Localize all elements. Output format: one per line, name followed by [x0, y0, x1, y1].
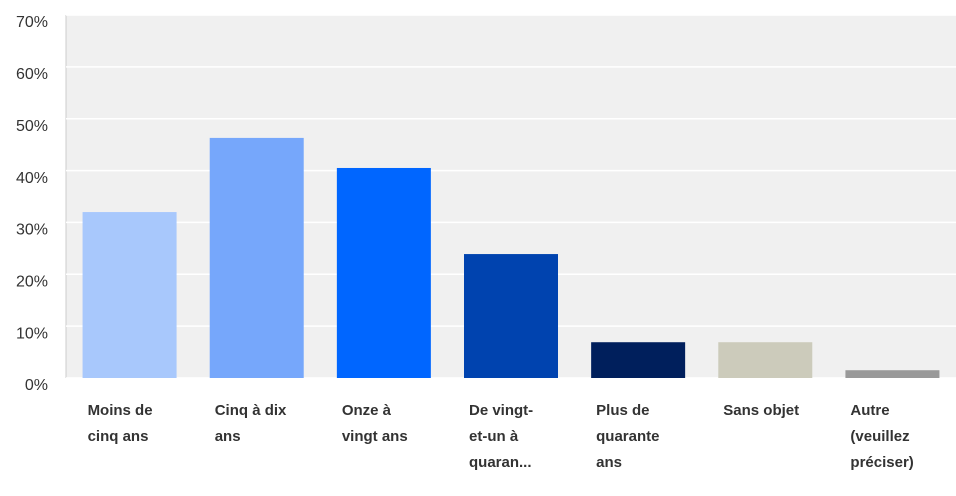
y-tick-label: 70% [16, 14, 48, 31]
bar [336, 167, 431, 378]
y-tick-label: 40% [16, 170, 48, 187]
bar [845, 370, 940, 378]
x-tick-label: Sans objet [723, 402, 800, 419]
x-tick-label: Autre (veuillez préciser) [850, 402, 914, 471]
x-tick-label: De vingt-et-un à quaran... [469, 402, 534, 471]
bar [718, 342, 813, 378]
y-tick-label: 30% [16, 222, 48, 239]
y-tick-label: 10% [16, 325, 48, 342]
x-tick-label: Moins de cinq ans [87, 402, 153, 445]
bar [82, 212, 177, 378]
bar [464, 254, 558, 378]
x-tick-label: Plus de quarante ans [596, 402, 660, 471]
bar [209, 137, 304, 378]
y-tick-label: 20% [16, 274, 48, 291]
y-tick-label: 60% [16, 66, 48, 83]
bar [591, 342, 686, 378]
x-tick-label: Onze à vingt ans [341, 402, 408, 445]
y-tick-label: 50% [16, 118, 48, 135]
y-tick-label: 0% [25, 377, 48, 394]
x-tick-label: Cinq à dix ans [214, 402, 287, 445]
